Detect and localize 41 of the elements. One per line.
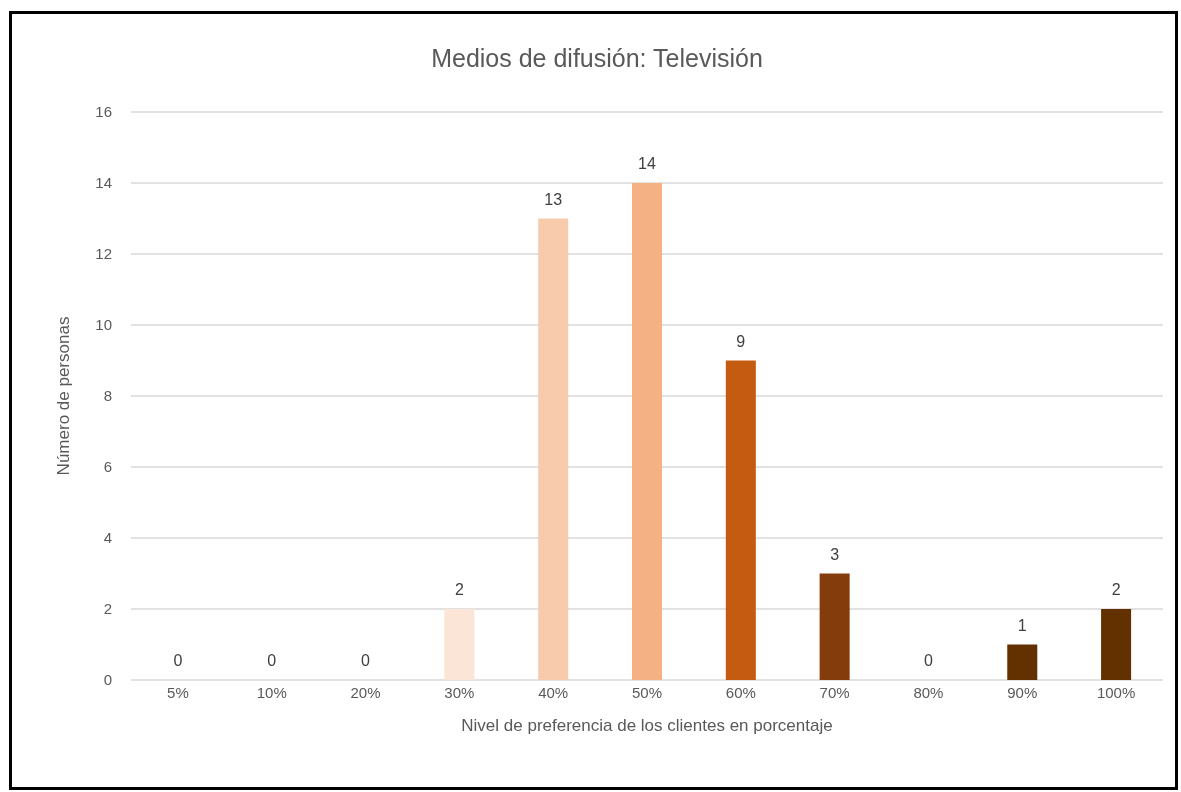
x-tick-label: 10% — [256, 684, 287, 701]
x-tick-label: 100% — [1096, 684, 1136, 701]
data-label: 2 — [1111, 581, 1121, 598]
y-tick-label: 8 — [103, 387, 112, 404]
bar — [1101, 609, 1132, 680]
x-tick-label: 20% — [350, 684, 381, 701]
bar — [725, 360, 756, 680]
bar — [444, 609, 475, 680]
x-tick-label: 70% — [819, 684, 850, 701]
x-tick-label: 30% — [444, 684, 475, 701]
y-tick-label: 0 — [103, 671, 112, 688]
data-label: 13 — [544, 190, 563, 208]
data-label: 0 — [924, 652, 933, 669]
y-tick-label: 10 — [95, 316, 112, 333]
x-tick-label: 60% — [725, 684, 756, 701]
bar — [631, 183, 663, 680]
bar — [538, 218, 569, 680]
x-tick-label: 5% — [167, 684, 189, 701]
data-label: 0 — [361, 652, 371, 669]
y-tick-label: 14 — [95, 174, 112, 191]
x-tick-label: 50% — [631, 684, 663, 701]
data-label: 14 — [638, 155, 656, 172]
x-axis-title: Nivel de preferencia de los clientes en porcentaje — [461, 716, 833, 735]
data-label: 2 — [454, 581, 464, 598]
data-label: 1 — [1017, 616, 1027, 634]
data-label: 3 — [830, 545, 840, 563]
y-tick-label: 6 — [103, 458, 112, 475]
y-tick-label: 12 — [95, 245, 112, 262]
chart-title: Medios de difusión: Televisión — [431, 44, 763, 72]
bar — [1007, 644, 1038, 680]
x-tick-label: 40% — [538, 684, 569, 701]
data-label: 9 — [736, 332, 746, 350]
y-tick-label: 2 — [103, 600, 112, 617]
x-tick-label: 80% — [913, 684, 944, 701]
y-tick-label: 4 — [103, 529, 112, 546]
bar — [819, 573, 850, 680]
data-label: 0 — [173, 652, 183, 669]
x-tick-label: 90% — [1007, 684, 1038, 701]
data-label: 0 — [267, 652, 277, 669]
y-tick-label: 16 — [95, 103, 112, 120]
y-axis-title: Número de personas — [54, 316, 73, 476]
